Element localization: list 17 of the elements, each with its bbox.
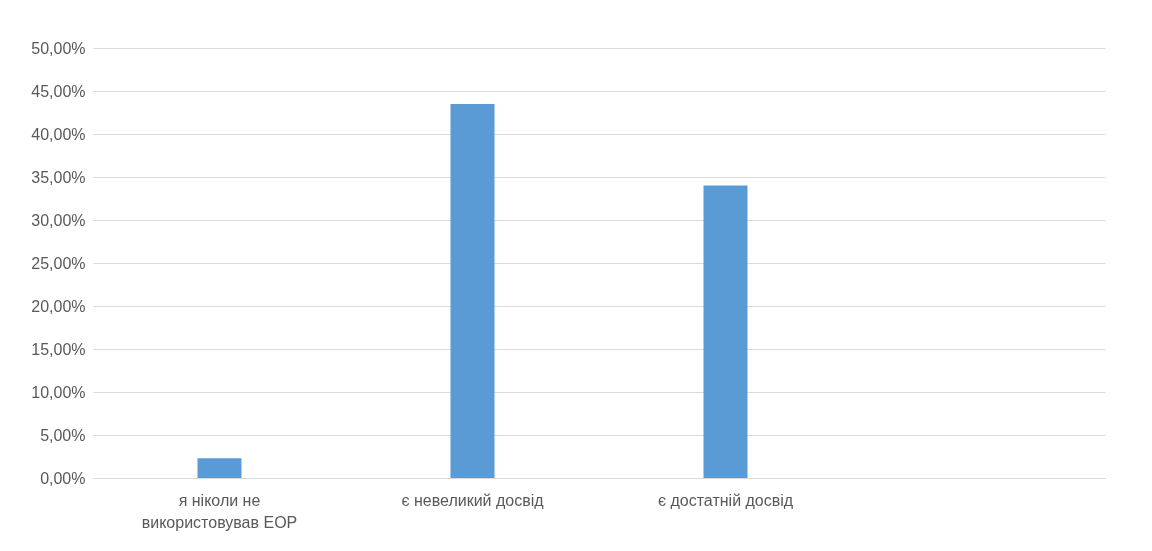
y-tick-label: 50,00% <box>31 39 86 57</box>
y-tick-label: 30,00% <box>31 211 86 229</box>
x-tick-label: я ніколи не використовував ЕОР <box>141 491 298 531</box>
y-tick-label: 20,00% <box>31 297 86 315</box>
x-tick-label: є достатній досвід <box>657 491 794 509</box>
y-tick-label: 25,00% <box>31 254 86 272</box>
bar <box>703 185 748 478</box>
y-tick-label: 10,00% <box>31 383 86 401</box>
y-tick-label: 35,00% <box>31 168 86 186</box>
y-tick-label: 15,00% <box>31 340 86 358</box>
bar <box>450 103 495 478</box>
y-tick-label: 5,00% <box>40 426 86 444</box>
bar <box>197 458 242 478</box>
x-tick-label: є невеликий досвід <box>401 491 545 509</box>
y-tick-label: 45,00% <box>31 82 86 100</box>
y-tick-label: 40,00% <box>31 125 86 143</box>
y-tick-label: 0,00% <box>40 469 86 487</box>
